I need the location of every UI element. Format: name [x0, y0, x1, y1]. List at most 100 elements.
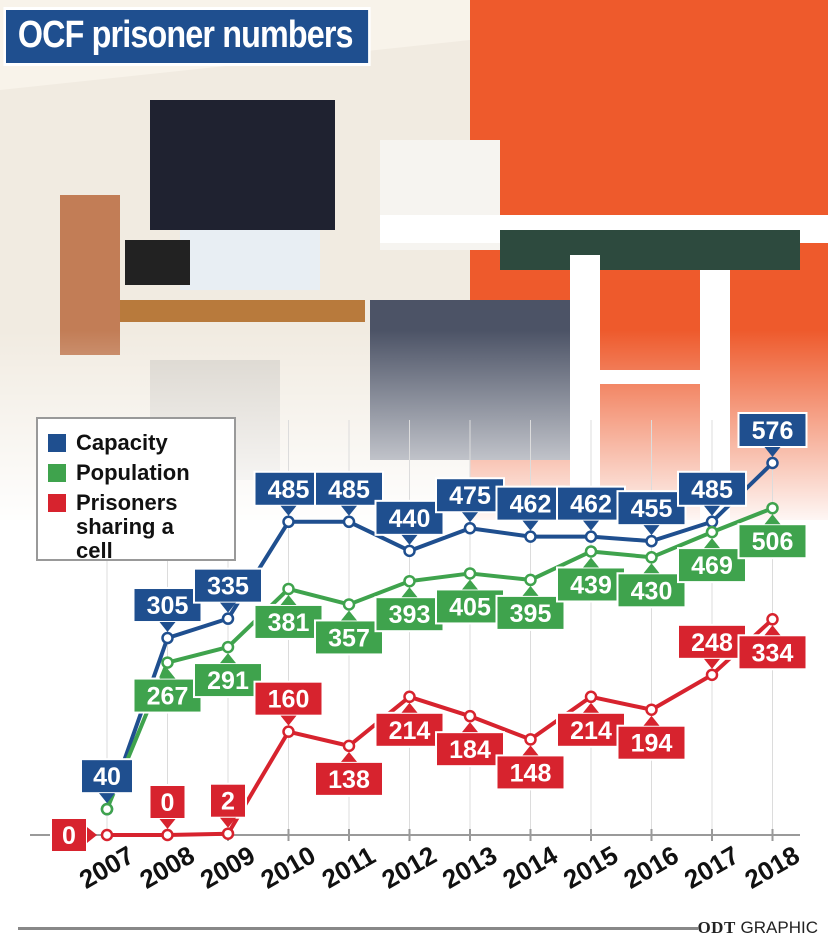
data-point: [584, 545, 598, 558]
data-label-pointer: [462, 722, 478, 733]
data-point: [766, 501, 779, 515]
data-label-text: 0: [161, 789, 175, 817]
data-label: 184: [435, 722, 505, 768]
data-label: 462: [495, 485, 566, 531]
data-label-pointer: [704, 538, 720, 549]
data-point: [342, 515, 356, 529]
data-label-text: 194: [631, 730, 673, 758]
data-label-text: 267: [147, 683, 189, 711]
credit-label: GRAPHIC: [740, 918, 818, 937]
data-label: 381: [253, 594, 324, 640]
data-label-text: 405: [449, 593, 491, 621]
series-line-1: [105, 506, 774, 810]
data-label-box: [132, 587, 203, 624]
data-label: 2: [209, 782, 247, 828]
data-label-text: 184: [449, 736, 491, 764]
data-label-text: 393: [389, 601, 431, 629]
data-point: [282, 582, 295, 596]
data-point: [463, 709, 477, 723]
data-label-pointer: [99, 793, 115, 804]
data-label: 40: [80, 758, 134, 804]
data-point: [161, 656, 174, 669]
data-label: 395: [495, 585, 566, 631]
legend-label-population: Population: [76, 460, 190, 485]
data-label-text: 462: [570, 491, 612, 519]
data-point: [100, 828, 114, 842]
data-point: [342, 598, 356, 611]
data-point: [645, 534, 658, 548]
data-label-text: 485: [268, 476, 310, 504]
data-label-text: 2: [221, 788, 235, 816]
legend-swatch-sharing: [48, 494, 66, 512]
data-label-text: 160: [268, 686, 310, 714]
data-label-box: [435, 477, 505, 514]
data-point: [342, 739, 356, 753]
data-point: [221, 612, 235, 625]
series-lines: [105, 461, 774, 837]
data-label-text: 430: [631, 577, 673, 605]
data-label-text: 357: [328, 624, 370, 652]
data-label-pointer: [341, 751, 357, 762]
data-label-pointer: [159, 622, 176, 633]
data-label-pointer: [583, 702, 599, 713]
data-label-pointer: [341, 610, 357, 621]
data-point: [705, 668, 719, 682]
data-point: [524, 573, 537, 587]
series-line-2: [107, 617, 774, 837]
data-label-pointer: [280, 715, 297, 726]
data-point: [463, 567, 477, 580]
data-point: [161, 828, 174, 842]
data-label-box: [556, 566, 626, 603]
data-label-pointer: [220, 653, 236, 664]
data-label: 462: [556, 485, 626, 531]
data-point: [705, 525, 719, 539]
data-label-box: [314, 619, 384, 656]
data-label-text: 138: [328, 766, 370, 794]
data-label-text: 576: [752, 417, 794, 445]
data-label-box: [314, 760, 384, 797]
series-line-0: [105, 461, 774, 810]
data-label: 405: [435, 579, 505, 625]
data-label-box: [677, 470, 747, 507]
data-label: 148: [495, 745, 566, 791]
data-point: [705, 515, 719, 529]
data-label-pointer: [341, 505, 357, 516]
data-label-text: 214: [570, 717, 612, 745]
credit-brand: ODT: [697, 918, 736, 937]
data-label-pointer: [643, 563, 660, 574]
series-points: [100, 456, 779, 842]
data-label-box: [374, 499, 445, 536]
data-label-pointer: [704, 658, 720, 669]
data-label-box: [737, 634, 808, 671]
data-label: 267: [132, 668, 203, 714]
data-label: 138: [314, 751, 384, 797]
data-label-text: 462: [510, 491, 552, 519]
data-label-box: [209, 782, 247, 819]
data-label-pointer: [87, 827, 97, 843]
legend: Capacity Population Prisoners sharing a …: [36, 417, 236, 563]
data-label-box: [253, 680, 324, 717]
data-label: 440: [374, 499, 445, 545]
data-label-pointer: [522, 745, 539, 756]
data-point: [403, 574, 416, 588]
data-label: 0: [50, 817, 97, 853]
data-label-text: 395: [510, 600, 552, 628]
legend-label-sharing: Prisoners sharing a cell: [76, 490, 178, 563]
data-label: 469: [677, 538, 747, 584]
data-label-text: 506: [752, 528, 794, 556]
data-label-pointer: [764, 447, 781, 457]
data-label: 485: [314, 470, 384, 516]
data-label-pointer: [643, 715, 660, 726]
data-point: [766, 456, 779, 470]
data-point: [524, 733, 537, 746]
data-label: 430: [616, 563, 687, 609]
data-label-pointer: [401, 702, 418, 713]
data-label-text: 485: [691, 476, 733, 504]
data-label-pointer: [583, 557, 599, 568]
data-label-text: 148: [510, 759, 552, 787]
data-label-text: 40: [93, 763, 121, 791]
data-label-box: [435, 588, 505, 625]
data-point: [221, 827, 235, 840]
data-label-box: [374, 711, 445, 748]
